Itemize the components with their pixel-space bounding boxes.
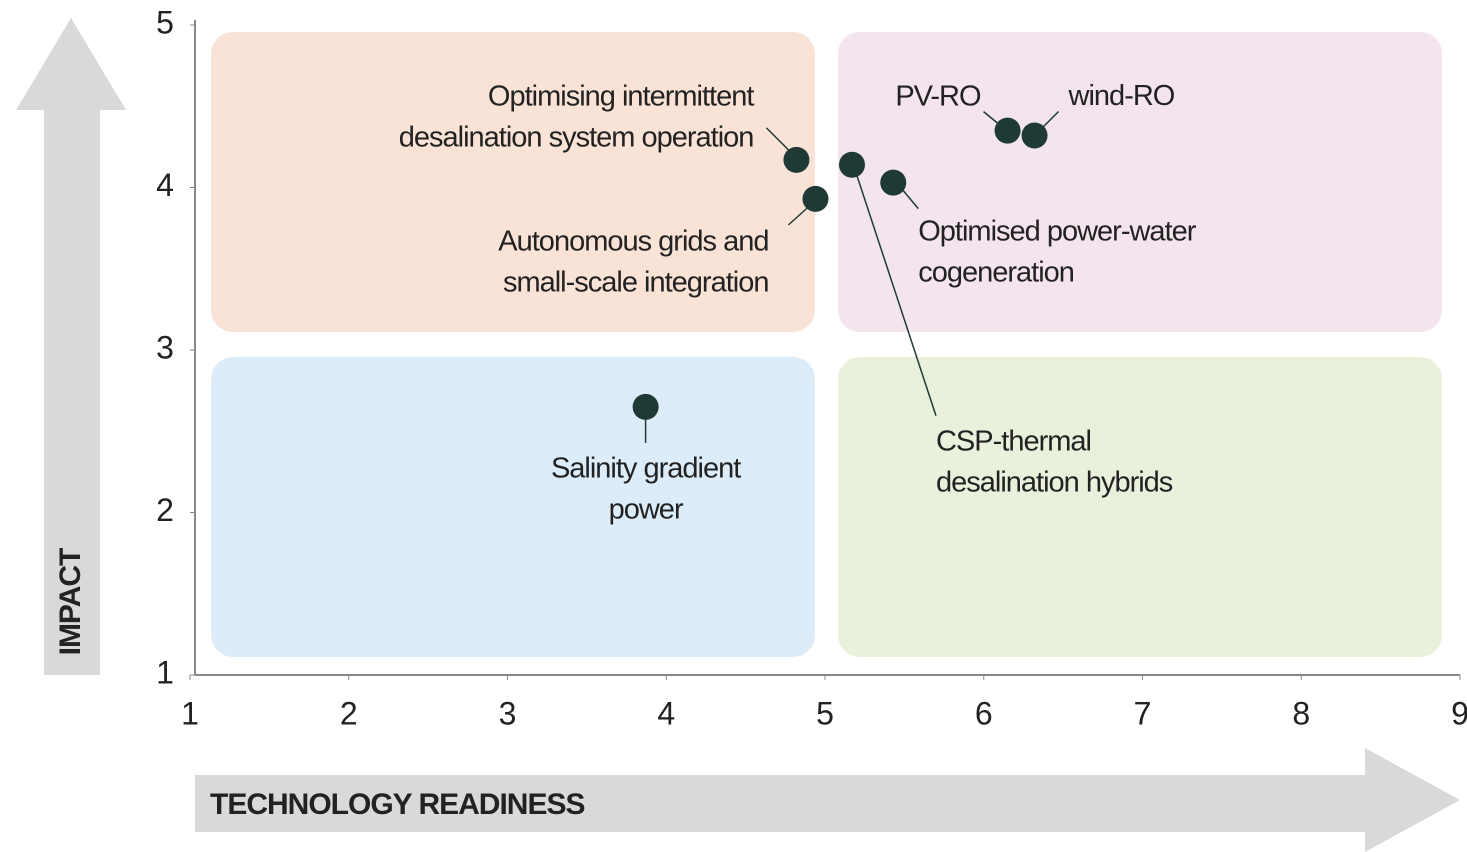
point-label: Salinity gradient [551, 453, 741, 485]
quadrant [838, 32, 1442, 332]
point [880, 169, 907, 196]
point [838, 151, 865, 178]
x-tick-label: 9 [1451, 695, 1467, 731]
leader-line [787, 206, 809, 226]
x-tick-label: 5 [816, 695, 834, 731]
point-label: CSP-thermal [936, 425, 1091, 457]
leader-line [765, 127, 791, 153]
y-tick-label: 2 [156, 492, 174, 528]
y-tick-label: 5 [156, 4, 174, 40]
quadrant [211, 32, 815, 332]
x-tick-label: 2 [340, 695, 358, 731]
point-label: cogeneration [918, 256, 1074, 288]
y-tick-label: 4 [156, 167, 174, 203]
x-tick-label: 1 [181, 695, 199, 731]
x-tick-label: 4 [657, 695, 675, 731]
y-tick-label: 1 [156, 654, 174, 690]
y-tick-label: 3 [156, 329, 174, 365]
leader-line [855, 172, 937, 416]
point-label: desalination system operation [399, 122, 754, 154]
point [1021, 122, 1048, 149]
point [802, 185, 829, 212]
point-label: Optimised power-water [918, 215, 1196, 247]
leader-line [1042, 110, 1060, 129]
point [783, 146, 810, 173]
x-tick-label: 3 [499, 695, 517, 731]
x-tick-label: 7 [1134, 695, 1152, 731]
x-axis-label: TECHNOLOGY READINESS [210, 788, 585, 821]
quadrant [211, 357, 815, 657]
point-label: PV-RO [895, 80, 981, 112]
point-label: Autonomous grids and [498, 226, 768, 258]
x-tick-label: 8 [1292, 695, 1310, 731]
point-label: power [609, 494, 684, 526]
x-tick-label: 6 [975, 695, 993, 731]
point [994, 117, 1021, 144]
y-axis-label: IMPACT [54, 548, 87, 655]
point-label: wind-RO [1068, 80, 1175, 112]
point-label: desalination hybrids [936, 466, 1173, 498]
point-label: small-scale integration [503, 267, 769, 299]
x-axis-arrow [195, 748, 1460, 852]
leader-line [902, 190, 919, 210]
y-axis-arrow [16, 18, 126, 675]
point-label: Optimising intermittent [488, 81, 754, 113]
point [632, 393, 659, 420]
quadrant [838, 357, 1442, 657]
